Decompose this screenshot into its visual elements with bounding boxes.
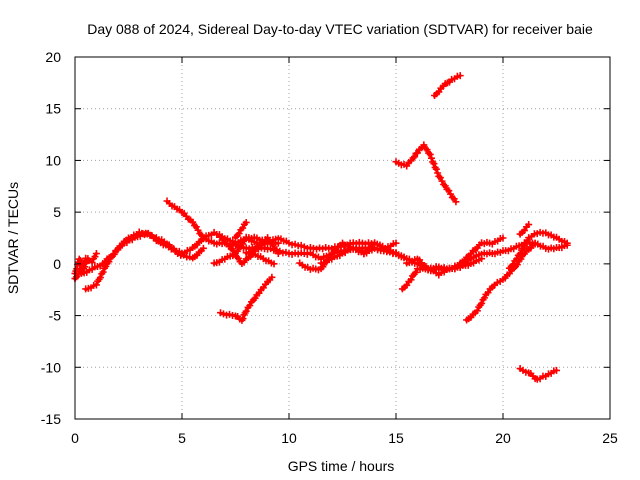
series-baie-track-17 (463, 239, 539, 324)
series-line (234, 221, 248, 240)
series-line (507, 231, 569, 271)
series-line (394, 143, 458, 204)
x-axis-ticks: 0 5 10 15 20 25 (71, 57, 618, 446)
data-traces (71, 72, 571, 383)
series-line (244, 236, 280, 255)
y-axis-label: SDTVAR / TECUs (5, 182, 21, 294)
series-line (433, 74, 462, 98)
series-line (518, 367, 558, 382)
x-tick-label: 25 (602, 430, 618, 446)
series-baie-track-07 (217, 233, 278, 268)
series-line (298, 241, 398, 271)
x-axis-label: GPS time / hours (288, 458, 395, 474)
series-baie-track-19 (516, 221, 533, 238)
series-baie-track-16 (403, 234, 507, 279)
series-markers (505, 228, 571, 272)
plot-frame (74, 56, 611, 420)
series-line (212, 236, 280, 266)
series-baie-track-18 (505, 228, 571, 272)
series-line (518, 223, 531, 237)
series-baie-track-10 (217, 273, 276, 324)
series-baie-track-11 (296, 239, 400, 274)
x-tick-label: 0 (71, 430, 79, 446)
y-tick-label: -5 (49, 308, 62, 324)
x-tick-label: 5 (178, 430, 186, 446)
y-tick-label: 0 (53, 256, 61, 272)
x-tick-label: 15 (388, 430, 404, 446)
series-baie-track-13 (392, 141, 460, 206)
y-tick-label: 5 (53, 204, 61, 220)
series-line (73, 257, 90, 276)
y-tick-label: -15 (41, 411, 61, 427)
series-baie-track-12 (317, 244, 400, 267)
series-line (219, 236, 276, 266)
y-tick-label: 15 (45, 101, 61, 117)
y-tick-label: 20 (45, 49, 61, 65)
series-baie-track-08 (232, 218, 250, 241)
series-line (405, 236, 505, 276)
series-line (400, 257, 484, 292)
series-markers (217, 273, 276, 324)
series-line (79, 231, 205, 276)
x-tick-label: 10 (281, 430, 297, 446)
series-baie-track-14 (431, 72, 464, 100)
series-line (219, 275, 274, 323)
series-baie-track-09 (242, 234, 282, 258)
chart-title: Day 088 of 2024, Sidereal Day-to-day VTE… (87, 21, 593, 37)
series-baie-track-20 (516, 365, 560, 383)
y-tick-label: -10 (41, 359, 61, 375)
y-tick-label: 10 (45, 152, 61, 168)
x-tick-label: 20 (495, 430, 511, 446)
series-line (465, 241, 537, 323)
y-axis-ticks: -15 -10 -5 0 5 10 15 20 (41, 49, 610, 427)
series-line (319, 246, 398, 266)
series-baie-track-04 (77, 229, 207, 277)
